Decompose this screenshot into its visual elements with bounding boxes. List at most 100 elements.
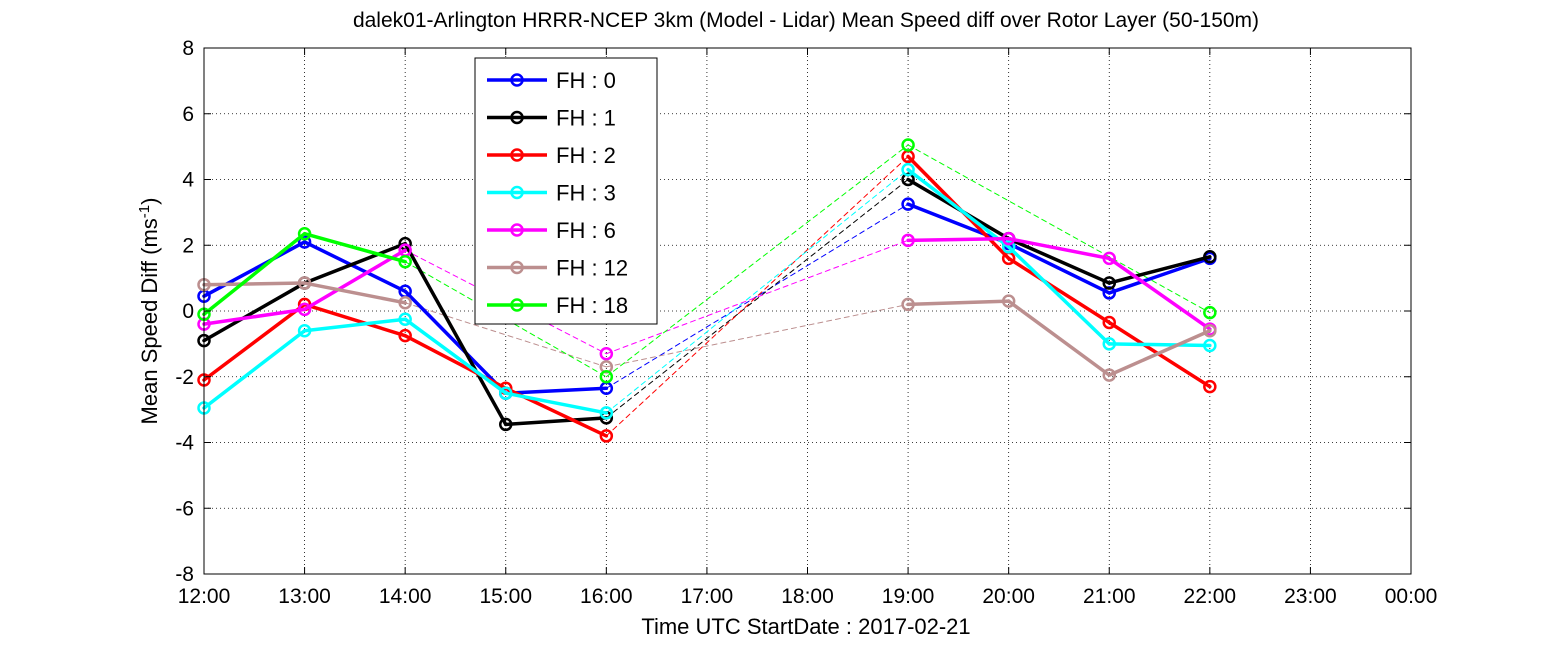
x-tick-label: 23:00 [1284, 585, 1337, 608]
data-series [197, 138, 1217, 443]
legend-label: FH : 1 [556, 106, 616, 131]
data-point [398, 312, 412, 326]
series-segment [202, 302, 307, 382]
series-segment [302, 317, 407, 333]
data-point [297, 235, 312, 249]
series-segment [302, 240, 407, 294]
series-segment [1107, 256, 1212, 295]
data-point [599, 370, 614, 384]
axis-ticks [203, 47, 1412, 575]
y-tick-label: -8 [175, 563, 194, 586]
data-point [1102, 315, 1116, 330]
legend-label: FH : 12 [556, 256, 628, 281]
data-point [1102, 276, 1116, 290]
data-point [599, 406, 614, 420]
x-tick-label: 14:00 [379, 585, 432, 608]
series-segment [1107, 255, 1212, 285]
x-tick-label: 22:00 [1184, 585, 1237, 608]
data-point [901, 197, 915, 211]
data-point [297, 276, 312, 290]
x-tick-label: 12:00 [178, 585, 231, 608]
series-segment [1107, 342, 1212, 348]
series-segment [202, 307, 307, 326]
series-segment [403, 289, 508, 395]
y-tick-label: -6 [175, 497, 194, 520]
series-segment [1006, 241, 1111, 295]
series-0 [197, 197, 1217, 400]
series-3 [197, 162, 1217, 420]
series-segment [202, 328, 307, 410]
series-segment [403, 317, 508, 395]
series-segment [302, 302, 407, 338]
data-point [599, 346, 614, 361]
x-tick-labels: 12:00 13:00 14:00 15:00 16:00 17:00 18:00 19:00… [178, 585, 1438, 608]
series-segment [403, 241, 508, 427]
legend-label: FH : 2 [556, 143, 616, 168]
series-4 [197, 231, 1217, 361]
series-gap-segment [404, 302, 607, 368]
series-gap-segment [605, 155, 909, 437]
legend-swatch-marker [510, 260, 524, 275]
data-point [901, 297, 915, 312]
series-segment [1006, 245, 1111, 346]
data-point [1001, 231, 1016, 246]
y-axis-label-superscript: -1 [136, 205, 153, 218]
data-point [297, 226, 312, 241]
gap-connector-lines [404, 144, 1211, 437]
y-tick-label: 4 [182, 169, 194, 192]
legend-swatch-marker [510, 73, 524, 87]
data-point [1102, 368, 1116, 382]
series-segment [1006, 256, 1111, 325]
x-tick-label: 15:00 [479, 585, 532, 608]
data-point [398, 296, 412, 310]
data-point [297, 323, 312, 338]
series-segment [906, 167, 1011, 249]
series-segment [202, 240, 307, 298]
series-gap-segment [605, 144, 909, 378]
data-point [1203, 379, 1217, 394]
legend-swatch-marker [510, 298, 524, 312]
chart-title: dalek01-Arlington HRRR-NCEP 3km (Model -… [353, 9, 1259, 32]
legend-label: FH : 6 [556, 218, 616, 243]
legend-label: FH : 3 [556, 181, 616, 206]
data-point [1203, 250, 1217, 264]
series-segment [504, 386, 609, 395]
y-tick-label: 0 [182, 300, 194, 323]
series-segment [302, 241, 407, 285]
series-segment [202, 281, 307, 343]
y-tick-label: 8 [182, 37, 194, 60]
series-gap-segment [605, 169, 909, 414]
y-tick-label: -4 [175, 432, 194, 455]
series-segment [1006, 236, 1111, 285]
y-tick-label: 2 [182, 234, 194, 257]
series-segment [1107, 256, 1212, 331]
legend-label: FH : 0 [556, 68, 616, 93]
series-segment [504, 416, 609, 427]
data-point [901, 138, 915, 152]
x-axis-label: Time UTC StartDate : 2017-02-21 [641, 614, 970, 639]
legend-swatch-marker [510, 110, 524, 125]
series-gap-segment [907, 144, 1211, 314]
legend: FH : 0 FH : 1 FH : 2 FH : 3 FH : 6 FH : 12 FH … [474, 57, 658, 325]
series-segment [1006, 236, 1111, 261]
series-segment [906, 299, 1011, 307]
series-segment [202, 231, 307, 317]
data-point [599, 429, 614, 443]
plot-area [204, 48, 1411, 574]
legend-label: FH : 18 [556, 293, 628, 318]
data-point [901, 162, 915, 177]
data-point [499, 417, 513, 432]
series-segment [202, 281, 307, 287]
series-segment [906, 202, 1011, 246]
x-tick-label: 13:00 [278, 585, 331, 608]
series-5 [197, 276, 1217, 382]
data-point [1102, 251, 1116, 266]
x-tick-label: 19:00 [882, 585, 935, 608]
series-segment [302, 231, 407, 264]
series-segment [302, 248, 407, 312]
series-segment [1107, 328, 1212, 377]
x-tick-label: 17:00 [681, 585, 734, 608]
data-point [1102, 337, 1116, 351]
data-point [1203, 338, 1217, 353]
